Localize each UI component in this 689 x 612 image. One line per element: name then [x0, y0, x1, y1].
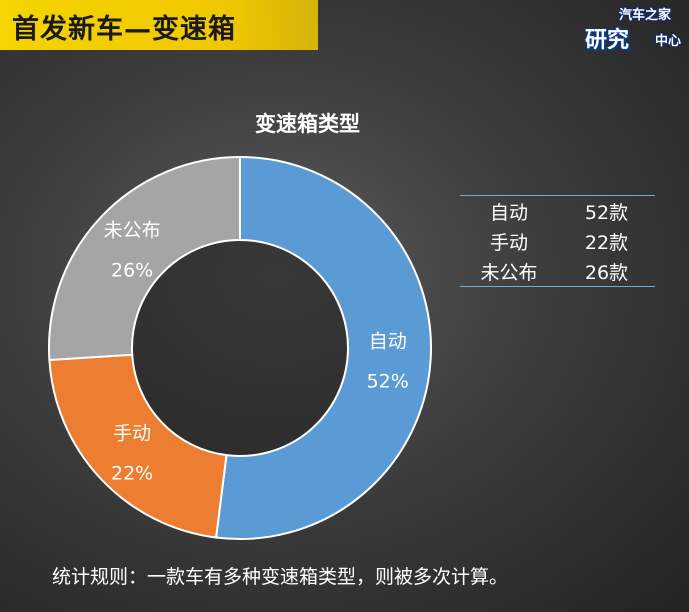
logo-text-top: 汽车之家 — [618, 8, 671, 23]
title-bar: 首发新车—变速箱 — [0, 0, 318, 50]
slice-category-label: 未公布 — [104, 220, 161, 242]
legend-name: 自动 — [489, 201, 528, 224]
legend-table: 自动 52款 手动 22款 未公布 26款 — [460, 195, 655, 287]
slice-percent-label: 52% — [367, 370, 409, 392]
chart-title: 变速箱类型 — [255, 112, 360, 136]
legend-count: 52款 — [584, 201, 629, 224]
donut-slice — [48, 353, 228, 539]
logo-text-side: 中心 — [654, 34, 681, 49]
logo-text-main: 研究 — [585, 28, 630, 53]
legend-count: 26款 — [584, 261, 629, 284]
donut-slice — [48, 155, 241, 362]
legend-name: 手动 — [489, 231, 528, 254]
footnote: 统计规则：一款车有多种变速箱类型，则被多次计算。 — [52, 566, 509, 588]
legend-bottom-rule — [460, 286, 655, 287]
legend-count: 22款 — [584, 231, 629, 254]
slice-category-label: 手动 — [113, 422, 151, 444]
donut-hole — [133, 241, 347, 455]
slice-percent-label: 26% — [111, 260, 153, 282]
header: 首发新车—变速箱 汽车之家 研究 中心 — [0, 0, 689, 53]
donut-slice — [214, 155, 432, 540]
legend-row: 自动 52款 — [460, 196, 655, 226]
legend-name: 未公布 — [480, 261, 538, 284]
legend-row: 手动 22款 — [460, 226, 655, 256]
legend-top-rule — [460, 195, 655, 196]
legend-row: 未公布 26款 — [460, 256, 655, 286]
brand-logo: 汽车之家 研究 中心 — [581, 4, 681, 53]
page-title: 首发新车—变速箱 — [12, 14, 236, 45]
slice-category-label: 自动 — [369, 330, 407, 352]
slice-percent-label: 22% — [111, 462, 153, 484]
